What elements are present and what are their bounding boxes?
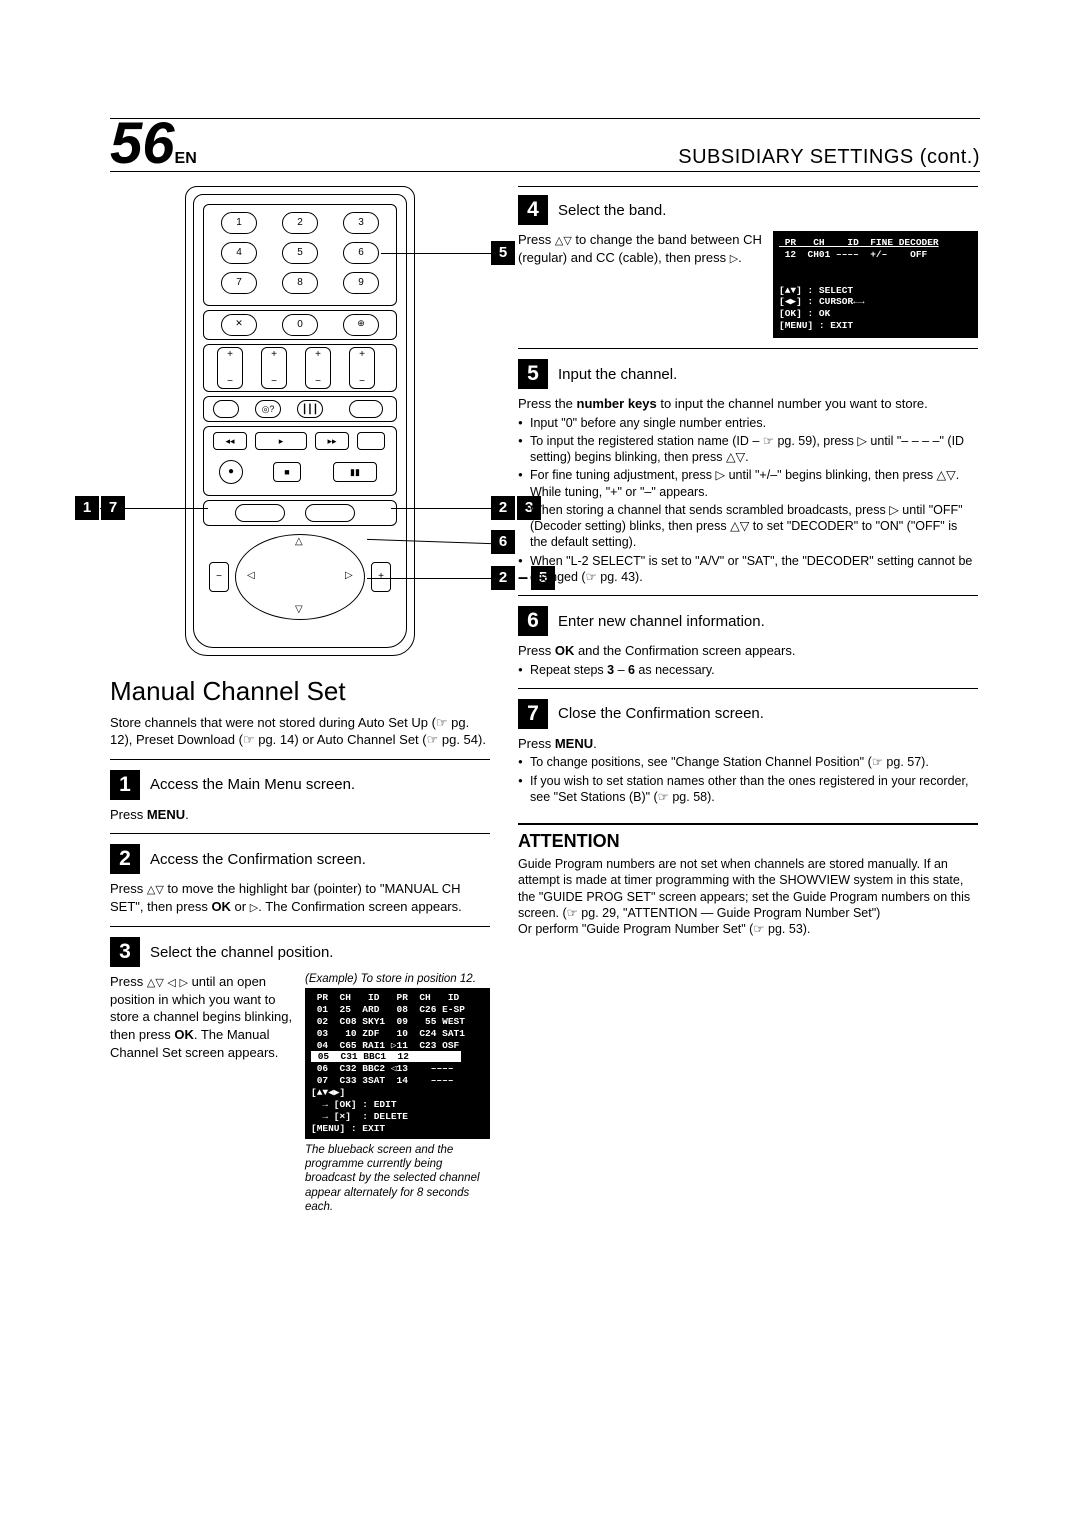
key-1: 1: [221, 212, 257, 234]
sbtn-1: [213, 400, 239, 418]
key-4: 4: [221, 242, 257, 264]
page-header: 56EN SUBSIDIARY SETTINGS (cont.): [110, 118, 980, 169]
screen-caption: The blueback screen and the programme cu…: [305, 1143, 490, 1215]
step-7-num: 7: [518, 699, 548, 729]
key-0: 0: [282, 314, 318, 336]
rew-btn: ◂◂: [213, 432, 247, 450]
sbtn-2: ◎?: [255, 400, 281, 418]
step-4-body: Press to change the band between CH (reg…: [518, 231, 763, 338]
page-number: 56EN: [110, 121, 197, 167]
key-x: ✕: [221, 314, 257, 336]
section-title: SUBSIDIARY SETTINGS (cont.): [678, 146, 980, 169]
step-5: 5 Input the channel. Press the number ke…: [518, 348, 978, 585]
step-2-body: Press to move the highlight bar (pointer…: [110, 880, 490, 916]
step-5-b1: Input "0" before any single number entri…: [518, 415, 978, 431]
step-2-num: 2: [110, 844, 140, 874]
menu2-btn: [305, 504, 355, 522]
attention-title: ATTENTION: [518, 831, 978, 852]
step-5-body: Press the number keys to input the chann…: [518, 395, 978, 585]
step-4-num: 4: [518, 195, 548, 225]
step-1-body: Press MENU.: [110, 806, 490, 824]
dpad-right-icon: ▷: [345, 570, 353, 581]
step-3-body: Press until an open position in which yo…: [110, 973, 295, 1214]
sbtn-3: ┃┃┃: [297, 400, 323, 418]
sbtn-4: [349, 400, 383, 418]
band-screen: PR CH ID FINE DECODER 12 CH01 –––– +/– O…: [773, 231, 978, 338]
dpad-up-icon: △: [295, 536, 303, 547]
intro-text: Store channels that were not stored duri…: [110, 715, 490, 749]
key-3: 3: [343, 212, 379, 234]
rec-btn: ●: [219, 460, 243, 484]
pm-4: [349, 347, 375, 389]
end-btn: [357, 432, 385, 450]
step-5-b5: When "L-2 SELECT" is set to "A/V" or "SA…: [518, 553, 978, 586]
callout-1: 1: [75, 496, 99, 520]
step-5-title: Input the channel.: [558, 366, 677, 383]
dpad-left-icon: ◁: [247, 570, 255, 581]
step-4: 4 Select the band. Press to change the b…: [518, 186, 978, 338]
main-heading: Manual Channel Set: [110, 676, 490, 707]
key-timer: ⊕: [343, 314, 379, 336]
step-5-b4: When storing a channel that sends scramb…: [518, 502, 978, 551]
callout-5: 5: [491, 241, 515, 265]
step-7-title: Close the Confirmation screen.: [558, 705, 764, 722]
key-2: 2: [282, 212, 318, 234]
step-7: 7 Close the Confirmation screen. Press M…: [518, 688, 978, 805]
step-3-title: Select the channel position.: [150, 944, 333, 961]
callout-7: 7: [101, 496, 125, 520]
key-5: 5: [282, 242, 318, 264]
attention-body: Guide Program numbers are not set when c…: [518, 856, 978, 937]
callout-2a: 2: [491, 496, 515, 520]
step-4-title: Select the band.: [558, 202, 666, 219]
step-1-num: 1: [110, 770, 140, 800]
step-5-num: 5: [518, 359, 548, 389]
ff-btn: ▸▸: [315, 432, 349, 450]
key-8: 8: [282, 272, 318, 294]
step-1: 1 Access the Main Menu screen. Press MEN…: [110, 759, 490, 824]
pm-1: [217, 347, 243, 389]
step-3: 3 Select the channel position. Press unt…: [110, 926, 490, 1214]
step-5-b2: To input the registered station name (ID…: [518, 433, 978, 466]
menu-btn: [235, 504, 285, 522]
channel-table-screen: PR CH ID PR CH ID 01 25 ARD 08 C26 E-SP …: [305, 988, 490, 1139]
step-6-b1: Repeat steps 3 – 6 as necessary.: [518, 662, 978, 678]
key-6: 6: [343, 242, 379, 264]
callout-6: 6: [491, 530, 515, 554]
step-2-title: Access the Confirmation screen.: [150, 851, 366, 868]
header-divider: [110, 171, 980, 172]
key-9: 9: [343, 272, 379, 294]
step-6-num: 6: [518, 606, 548, 636]
pm-2: [261, 347, 287, 389]
step-3-num: 3: [110, 937, 140, 967]
dpad-plus: +: [371, 562, 391, 592]
step-7-b2: If you wish to set station names other t…: [518, 773, 978, 806]
example-label: (Example) To store in position 12.: [305, 973, 490, 985]
step-6: 6 Enter new channel information. Press O…: [518, 595, 978, 678]
dpad-minus: −: [209, 562, 229, 592]
step-2: 2 Access the Confirmation screen. Press …: [110, 833, 490, 916]
dpad-down-icon: ▽: [295, 604, 303, 615]
stop-btn: ■: [273, 462, 301, 482]
step-6-title: Enter new channel information.: [558, 613, 765, 630]
step-6-body: Press OK and the Confirmation screen app…: [518, 642, 978, 678]
step-5-b3: For fine tuning adjustment, press ▷ unti…: [518, 467, 978, 500]
pause-btn: ▮▮: [333, 462, 377, 482]
step-7-b1: To change positions, see "Change Station…: [518, 754, 978, 770]
callout-2b: 2: [491, 566, 515, 590]
pm-3: [305, 347, 331, 389]
remote-diagram: 1 2 3 4 5 6 7 8 9 ✕ 0 ⊕ ◎?: [185, 186, 415, 656]
key-7: 7: [221, 272, 257, 294]
step-7-body: Press MENU. To change positions, see "Ch…: [518, 735, 978, 805]
attention-block: ATTENTION Guide Program numbers are not …: [518, 823, 978, 937]
play-btn: ▸: [255, 432, 307, 450]
step-1-title: Access the Main Menu screen.: [150, 776, 355, 793]
